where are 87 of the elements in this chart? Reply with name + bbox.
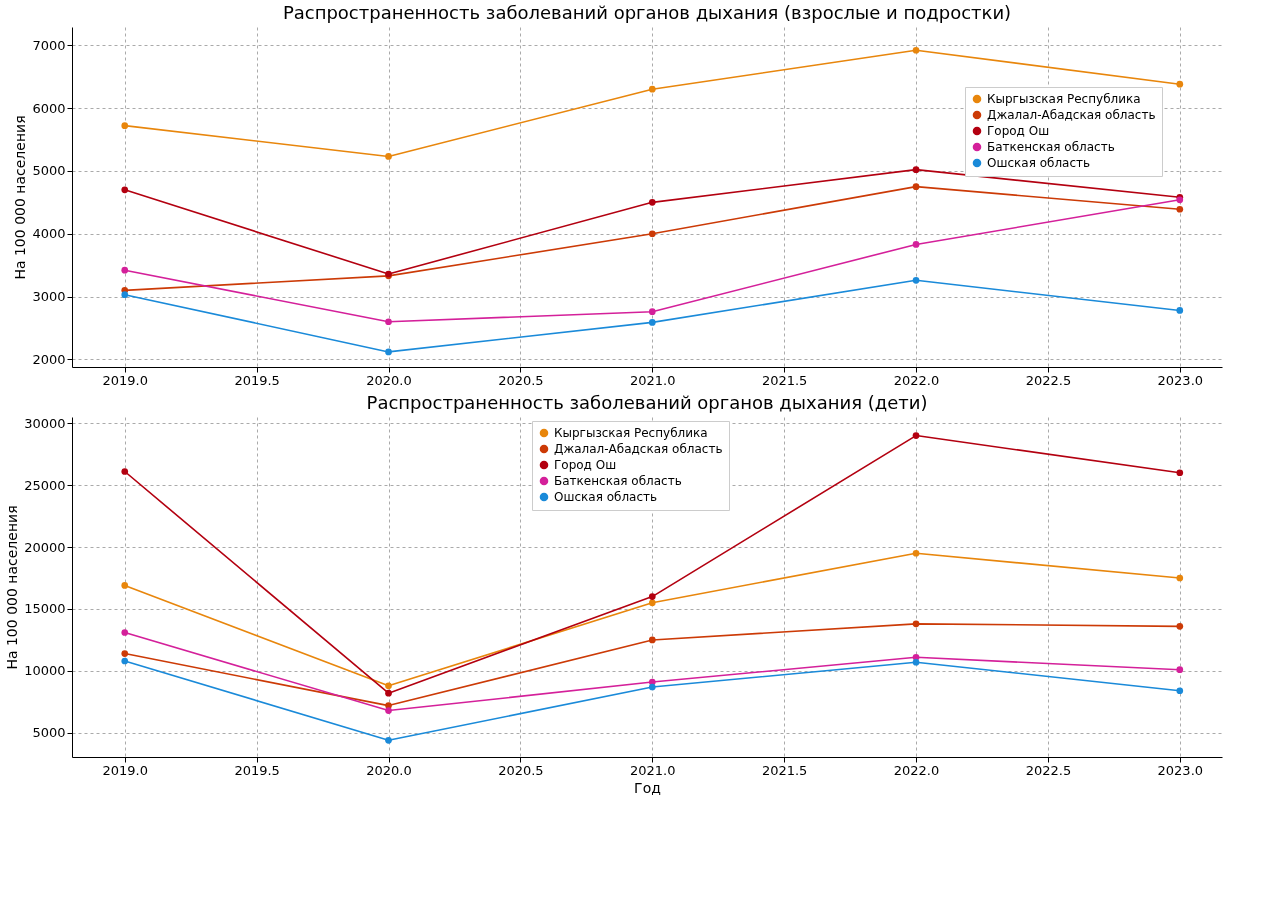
point bbox=[385, 153, 392, 160]
point bbox=[121, 582, 129, 589]
point bbox=[121, 468, 129, 475]
y-tick-label: 5000 bbox=[32, 163, 66, 179]
x-tick-label: 2020.0 bbox=[366, 762, 412, 778]
point bbox=[912, 46, 920, 54]
point bbox=[648, 599, 656, 607]
point bbox=[121, 122, 129, 130]
point bbox=[912, 549, 920, 557]
chart-title: Распространенность заболеваний органов дыхания (дети) bbox=[366, 392, 928, 413]
point bbox=[385, 348, 392, 356]
x-tick-label: 2022.5 bbox=[1025, 372, 1072, 388]
point bbox=[1176, 574, 1184, 582]
y-axis-title: На 100 000 населения bbox=[12, 115, 29, 280]
legend-label: Город Ош bbox=[987, 124, 1050, 138]
point bbox=[648, 308, 656, 316]
chart-title: Распространенность заболеваний органов дыхания (взрослые и подростки) bbox=[282, 2, 1012, 23]
y-tick-label: 15000 bbox=[24, 601, 66, 617]
point bbox=[121, 266, 129, 274]
point bbox=[912, 658, 920, 666]
point bbox=[648, 198, 656, 206]
legend-label: Ошская область bbox=[987, 156, 1091, 170]
legend-label: Город Ош bbox=[554, 458, 617, 472]
x-tick-label: 2020.5 bbox=[498, 762, 544, 778]
y-tick-label: 5000 bbox=[32, 725, 66, 741]
point bbox=[1176, 307, 1184, 314]
point bbox=[648, 593, 656, 600]
point bbox=[912, 166, 920, 174]
point bbox=[121, 291, 129, 299]
legend-label: Джалал-Абадская область bbox=[987, 108, 1156, 122]
y-tick-label: 7000 bbox=[32, 37, 66, 53]
point bbox=[912, 432, 920, 439]
point bbox=[1176, 687, 1184, 695]
point bbox=[385, 318, 392, 326]
point bbox=[385, 707, 392, 714]
legend-label: Кыргызская Республика bbox=[554, 426, 708, 440]
x-tick-label: 2019.0 bbox=[102, 372, 148, 388]
point bbox=[648, 683, 656, 691]
x-tick-label: 2021.5 bbox=[761, 762, 808, 778]
point bbox=[1176, 205, 1184, 213]
point bbox=[385, 736, 392, 744]
point bbox=[1176, 666, 1184, 674]
x-tick-label: 2021.0 bbox=[630, 762, 676, 778]
x-tick-label: 2020.0 bbox=[366, 372, 412, 388]
x-tick-label: 2022.0 bbox=[893, 762, 940, 778]
x-tick-label: 2023.0 bbox=[1157, 372, 1204, 388]
point bbox=[912, 241, 920, 248]
point bbox=[648, 85, 656, 93]
point bbox=[121, 186, 129, 194]
point bbox=[1176, 80, 1184, 88]
x-tick-label: 2019.5 bbox=[234, 762, 280, 778]
y-tick-label: 4000 bbox=[32, 226, 66, 242]
point bbox=[121, 650, 129, 657]
x-tick-label: 2022.0 bbox=[893, 372, 940, 388]
point bbox=[385, 682, 392, 690]
x-tick-label: 2021.0 bbox=[630, 372, 676, 388]
x-axis-title: Год bbox=[634, 779, 661, 796]
x-tick-label: 2020.5 bbox=[498, 372, 544, 388]
point bbox=[1176, 622, 1184, 630]
y-tick-label: 2000 bbox=[32, 351, 66, 367]
x-tick-label: 2019.0 bbox=[102, 762, 148, 778]
y-tick-label: 6000 bbox=[32, 100, 66, 116]
legend-label: Баткенская область bbox=[554, 474, 682, 488]
y-tick-label: 25000 bbox=[24, 477, 66, 493]
legend-label: Баткенская область bbox=[987, 140, 1115, 154]
point bbox=[121, 629, 129, 636]
x-tick-label: 2021.5 bbox=[761, 372, 808, 388]
y-tick-label: 20000 bbox=[24, 539, 66, 555]
y-tick-label: 3000 bbox=[32, 289, 66, 305]
legend-label: Ошская область bbox=[554, 490, 658, 504]
x-tick-label: 2022.5 bbox=[1025, 762, 1072, 778]
point bbox=[912, 276, 920, 284]
point bbox=[385, 689, 392, 697]
x-tick-label: 2023.0 bbox=[1157, 762, 1204, 778]
legend-label: Кыргызская Республика bbox=[987, 92, 1141, 106]
point bbox=[648, 230, 656, 238]
point bbox=[1176, 469, 1184, 477]
y-tick-label: 30000 bbox=[24, 415, 66, 431]
point bbox=[648, 319, 656, 326]
y-tick-label: 10000 bbox=[24, 663, 66, 679]
point bbox=[912, 183, 920, 190]
point bbox=[121, 657, 129, 665]
y-axis-title: На 100 000 населения bbox=[4, 505, 21, 670]
legend-label: Джалал-Абадская область bbox=[554, 442, 723, 456]
x-tick-label: 2019.5 bbox=[234, 372, 280, 388]
point bbox=[912, 620, 920, 628]
point bbox=[648, 636, 656, 644]
